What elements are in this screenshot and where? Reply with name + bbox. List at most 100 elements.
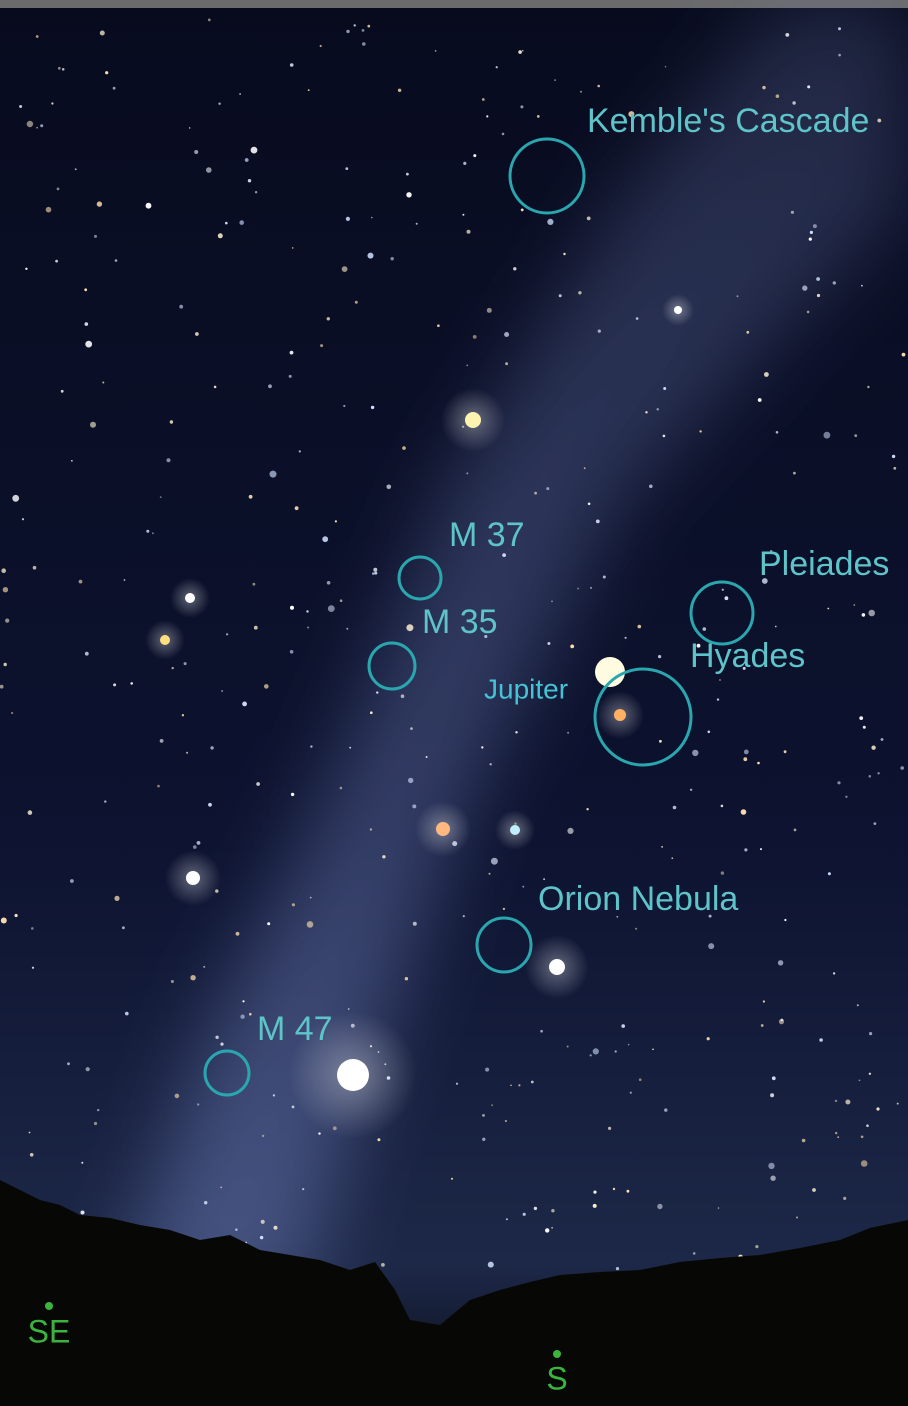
star xyxy=(346,217,350,221)
star xyxy=(608,1127,611,1130)
star xyxy=(307,627,309,629)
star xyxy=(791,211,794,214)
star xyxy=(707,1037,710,1040)
star xyxy=(741,809,747,815)
star xyxy=(504,332,509,337)
star xyxy=(463,915,465,917)
star xyxy=(722,589,724,591)
star xyxy=(62,68,65,71)
star xyxy=(254,626,258,630)
star xyxy=(12,495,19,502)
star xyxy=(412,804,416,808)
star xyxy=(584,467,586,469)
star xyxy=(503,908,505,910)
star xyxy=(406,173,409,176)
star xyxy=(374,572,377,575)
star xyxy=(587,217,591,221)
object-label[interactable]: Kemble's Cascade xyxy=(587,102,869,140)
star xyxy=(510,825,520,835)
star xyxy=(590,1054,592,1056)
star xyxy=(547,642,550,645)
star xyxy=(520,105,523,108)
compass-dot xyxy=(553,1350,561,1358)
star xyxy=(863,726,866,729)
star xyxy=(240,1015,244,1019)
star xyxy=(25,268,27,270)
star xyxy=(435,50,437,52)
star xyxy=(534,492,537,495)
star xyxy=(661,846,663,848)
star xyxy=(160,496,162,498)
star xyxy=(649,485,653,489)
star xyxy=(793,472,796,475)
star xyxy=(215,1036,218,1039)
star xyxy=(502,133,505,136)
star xyxy=(355,301,358,304)
object-label[interactable]: M 47 xyxy=(257,1010,333,1048)
star xyxy=(833,972,835,974)
star xyxy=(245,158,249,162)
star xyxy=(837,1136,839,1138)
star xyxy=(551,1227,553,1229)
star xyxy=(616,1267,619,1270)
star xyxy=(125,1012,129,1016)
star xyxy=(721,871,724,874)
star xyxy=(291,793,294,796)
star xyxy=(242,1000,244,1002)
star xyxy=(522,50,524,52)
star xyxy=(531,1081,534,1084)
star xyxy=(505,1120,507,1122)
star xyxy=(172,667,174,669)
star xyxy=(861,285,863,287)
star xyxy=(485,1068,489,1072)
star xyxy=(235,1229,237,1231)
star xyxy=(55,260,58,263)
star xyxy=(692,750,698,756)
star xyxy=(292,1106,295,1109)
star xyxy=(757,762,760,765)
object-label[interactable]: Hyades xyxy=(690,637,805,675)
star xyxy=(36,35,39,38)
object-label[interactable]: Pleiades xyxy=(759,545,889,583)
star xyxy=(770,1176,775,1181)
star xyxy=(603,576,606,579)
star xyxy=(506,1218,508,1220)
star xyxy=(340,599,343,602)
star xyxy=(90,422,96,428)
star xyxy=(15,914,18,917)
star xyxy=(877,772,879,774)
star xyxy=(405,977,408,980)
star xyxy=(596,520,600,524)
star xyxy=(699,430,701,432)
star xyxy=(426,756,428,758)
star xyxy=(725,596,729,600)
star xyxy=(342,266,348,272)
star xyxy=(104,800,106,802)
object-label[interactable]: Orion Nebula xyxy=(538,880,738,918)
star xyxy=(362,42,366,46)
star xyxy=(770,1093,774,1097)
star xyxy=(264,684,269,689)
star xyxy=(854,434,857,437)
star xyxy=(220,1043,223,1046)
planet-label[interactable]: Jupiter xyxy=(484,673,568,704)
star xyxy=(381,1263,385,1267)
star xyxy=(784,750,787,753)
star xyxy=(807,85,810,88)
star xyxy=(262,1135,264,1137)
star xyxy=(204,1201,207,1204)
star xyxy=(292,247,294,249)
star xyxy=(75,168,77,170)
star xyxy=(772,1076,776,1080)
star xyxy=(693,1252,696,1255)
star xyxy=(146,530,149,533)
star xyxy=(663,387,666,390)
object-label[interactable]: M 35 xyxy=(422,603,498,641)
star xyxy=(554,79,556,81)
star xyxy=(513,267,516,270)
star xyxy=(593,1048,599,1054)
star xyxy=(534,1207,537,1210)
star xyxy=(130,682,133,685)
star xyxy=(635,928,637,930)
object-label[interactable]: M 37 xyxy=(449,516,525,554)
